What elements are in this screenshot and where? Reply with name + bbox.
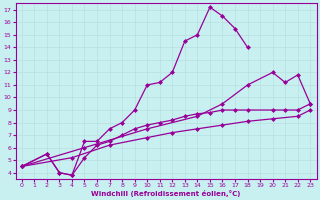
X-axis label: Windchill (Refroidissement éolien,°C): Windchill (Refroidissement éolien,°C) — [91, 190, 241, 197]
